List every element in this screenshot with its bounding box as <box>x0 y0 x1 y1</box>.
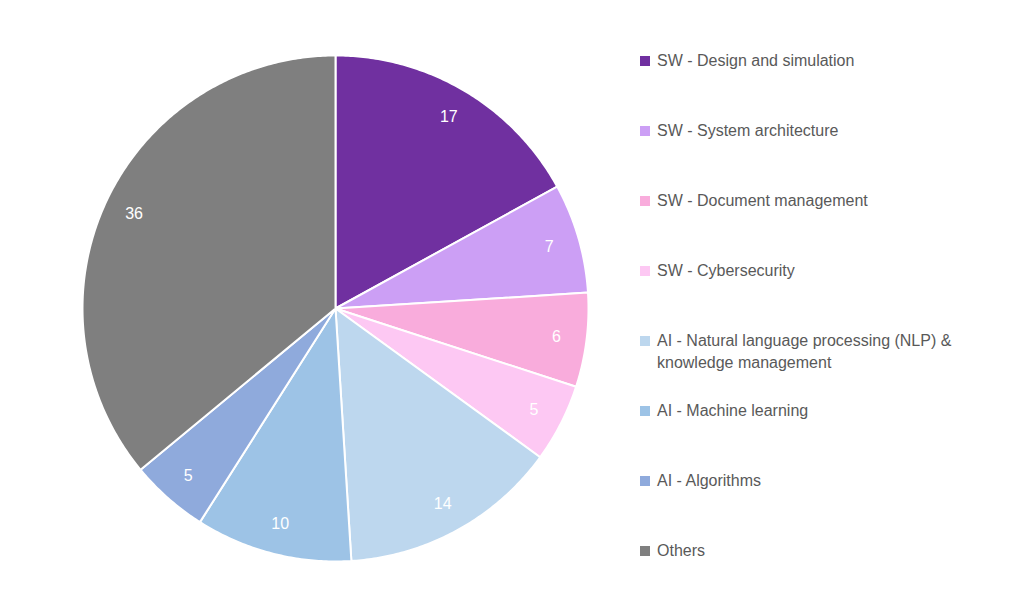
svg-text:5: 5 <box>529 401 538 418</box>
svg-text:17: 17 <box>440 108 458 125</box>
html-text:SW - Document management: SW - Document management <box>657 192 868 209</box>
svg-text:6: 6 <box>552 328 561 345</box>
html-text:AI - Natural language processi: AI - Natural language processing (NLP) &… <box>657 332 952 371</box>
svg-text:5: 5 <box>184 467 193 484</box>
html-text:AI - Algorithms: AI - Algorithms <box>657 472 761 489</box>
html-text:Others: Others <box>657 542 705 559</box>
svg-text:14: 14 <box>434 495 452 512</box>
svg-text:36: 36 <box>125 205 143 222</box>
html-text:SW - Cybersecurity: SW - Cybersecurity <box>657 262 795 279</box>
svg-text:10: 10 <box>271 515 289 532</box>
html-text:AI - Machine learning: AI - Machine learning <box>657 402 809 419</box>
html-text:SW - Design and simulation: SW - Design and simulation <box>657 52 855 69</box>
svg-text:7: 7 <box>545 238 554 255</box>
html-text:SW - System architecture: SW - System architecture <box>657 122 839 139</box>
